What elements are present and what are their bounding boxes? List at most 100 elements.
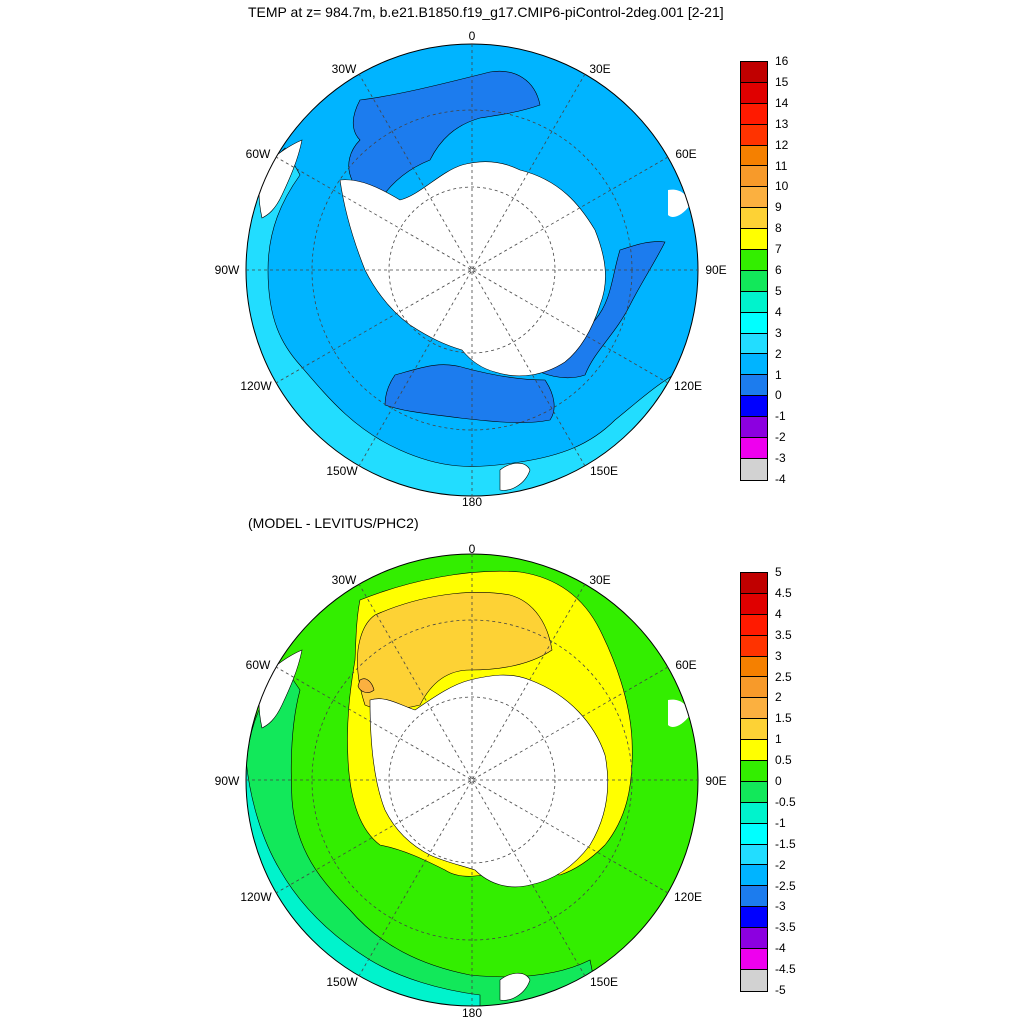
top-colorbar-swatch xyxy=(741,62,767,83)
top-colorbar-swatch xyxy=(741,312,767,334)
top-colorbar-label: 7 xyxy=(775,242,782,257)
bottom-small-land-60e xyxy=(668,699,690,727)
top-colorbar-swatch xyxy=(741,250,767,271)
bottom-colorbar-label: -1.5 xyxy=(775,836,796,851)
top-colorbar-label: 8 xyxy=(775,221,782,236)
top-colorbar-swatch xyxy=(741,124,767,146)
bottom-colorbar-label: -2 xyxy=(775,857,786,872)
bottom-colorbar-swatch xyxy=(741,698,767,720)
bottom-colorbar-swatch xyxy=(741,949,767,970)
bottom-colorbar-swatch xyxy=(741,802,767,824)
bottom-map-title: (MODEL - LEVITUS/PHC2) xyxy=(248,515,419,531)
top-colorbar-label: 15 xyxy=(775,74,789,89)
top-small-land-60e xyxy=(668,189,690,217)
top-colorbar-label: -4 xyxy=(775,472,786,486)
top-south-america-land xyxy=(258,139,303,219)
bottom-colorbar-swatch xyxy=(741,928,767,950)
top-colorbar-label: 14 xyxy=(775,95,789,110)
top-lon-150w: 150W xyxy=(326,464,358,478)
bottom-colorbar-label: 1 xyxy=(775,732,782,747)
bottom-colorbar-swatch xyxy=(741,886,767,908)
bottom-colorbar-swatch xyxy=(741,593,767,615)
bottom-colorbar xyxy=(740,572,768,992)
bottom-colorbar-swatch xyxy=(741,614,767,636)
bottom-colorbar-swatch xyxy=(741,761,767,782)
bottom-colorbar-label: 5 xyxy=(775,565,782,579)
bottom-longitude-labels: 0 30E 60E 90E 120E 150E 180 150W 120W 90… xyxy=(215,542,727,1020)
top-colorbar-label: -2 xyxy=(775,430,786,445)
bottom-colorbar-swatch xyxy=(741,719,767,741)
top-longitude-labels: 0 30E 60E 90E 120E 150E 180 150W 120W 90… xyxy=(215,29,727,509)
bottom-band-15-2 xyxy=(357,678,375,693)
bottom-lon-90e: 90E xyxy=(705,774,726,788)
top-colorbar-swatch xyxy=(741,396,767,418)
top-colorbar-swatch xyxy=(741,270,767,292)
bottom-lon-30w: 30W xyxy=(332,573,357,587)
bottom-colorbar-swatch xyxy=(741,969,767,991)
top-colorbar-swatch xyxy=(741,103,767,125)
bottom-colorbar-swatch xyxy=(741,740,767,762)
top-lon-90e: 90E xyxy=(705,263,726,277)
top-colorbar-swatch xyxy=(741,229,767,251)
bottom-lon-120w: 120W xyxy=(240,890,272,904)
top-ross-cold xyxy=(384,364,555,423)
top-colorbar-swatch xyxy=(741,291,767,313)
top-colorbar-label: 13 xyxy=(775,116,789,131)
top-colorbar-label: 1 xyxy=(775,367,782,382)
bottom-colorbar-label: 2.5 xyxy=(775,669,792,684)
bottom-lon-30e: 30E xyxy=(589,573,610,587)
top-lon-150e: 150E xyxy=(590,464,618,478)
bottom-colorbar-label: 3 xyxy=(775,648,782,663)
top-colorbar-label: 2 xyxy=(775,346,782,361)
bottom-colorbar-label: 4.5 xyxy=(775,585,792,600)
top-colorbar xyxy=(740,61,768,481)
top-lon-30e: 30E xyxy=(589,62,610,76)
top-lon-120e: 120E xyxy=(674,379,702,393)
bottom-lon-180: 180 xyxy=(462,1006,482,1020)
bottom-colorbar-swatch xyxy=(741,781,767,803)
top-lon-60e: 60E xyxy=(675,147,696,161)
bottom-colorbar-swatch xyxy=(741,656,767,678)
bottom-lon-150w: 150W xyxy=(326,975,358,989)
bottom-colorbar-label: -0.5 xyxy=(775,794,796,809)
top-colorbar-label: 11 xyxy=(775,158,788,173)
top-colorbar-swatch xyxy=(741,333,767,355)
top-colorbar-label: 16 xyxy=(775,54,789,68)
top-colorbar-swatch xyxy=(741,208,767,230)
bottom-antarctica-land xyxy=(369,674,608,888)
bottom-colorbar-label: -5 xyxy=(775,983,786,997)
bottom-lon-90w: 90W xyxy=(215,774,240,788)
top-indian-cold xyxy=(539,241,666,379)
top-colorbar-swatch xyxy=(741,458,767,480)
top-colorbar-swatch xyxy=(741,82,767,104)
top-colorbar-label: 4 xyxy=(775,304,782,319)
bottom-south-america-land xyxy=(258,649,303,729)
top-lon-120w: 120W xyxy=(240,379,272,393)
bottom-colorbar-label: 0.5 xyxy=(775,753,792,768)
top-lon-30w: 30W xyxy=(332,62,357,76)
bottom-colorbar-swatch xyxy=(741,635,767,657)
top-lon-0: 0 xyxy=(469,29,476,43)
bottom-colorbar-label: -3.5 xyxy=(775,920,796,935)
bottom-colorbar-label: -4.5 xyxy=(775,962,796,977)
top-small-land-180 xyxy=(499,462,531,491)
top-lon-60w: 60W xyxy=(246,147,271,161)
top-colorbar-swatch xyxy=(741,438,767,459)
top-weddell-cold xyxy=(348,70,541,201)
bottom-lon-60e: 60E xyxy=(675,658,696,672)
top-colorbar-label: -1 xyxy=(775,409,786,424)
top-colorbar-swatch xyxy=(741,354,767,376)
top-colorbar-swatch xyxy=(741,145,767,167)
top-lon-180: 180 xyxy=(462,495,482,509)
bottom-colorbar-swatch xyxy=(741,573,767,594)
bottom-lon-150e: 150E xyxy=(590,975,618,989)
bottom-colorbar-label: 1.5 xyxy=(775,711,792,726)
top-colorbar-swatch xyxy=(741,375,767,397)
top-lon-90w: 90W xyxy=(215,263,240,277)
top-polar-map: 0 30E 60E 90E 120E 150E 180 150W 120W 90… xyxy=(215,29,727,509)
bottom-colorbar-swatch xyxy=(741,823,767,845)
bottom-colorbar-swatch xyxy=(741,865,767,887)
bottom-colorbar-label: -1 xyxy=(775,815,786,830)
top-colorbar-swatch xyxy=(741,417,767,439)
top-colorbar-label: 12 xyxy=(775,137,789,152)
